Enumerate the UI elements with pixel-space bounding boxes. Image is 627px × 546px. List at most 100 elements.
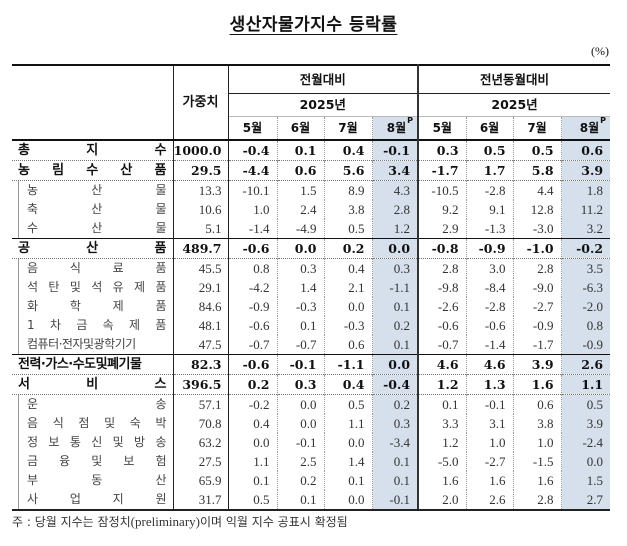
weight-cell: 5.1: [172, 219, 229, 239]
weight-cell: 48.1: [172, 316, 229, 335]
row-label-text: 전력·가스·수도및폐기물: [18, 357, 142, 372]
mom-value-cell: 0.0: [276, 238, 324, 259]
table-row: 총 지 수 1000.0 -0.4 0.1 0.4 -0.1 0.3 0.5 0.5 0.6: [12, 140, 611, 161]
mom-value-cell: -0.7: [276, 335, 324, 355]
yoy-month-header: 5월: [417, 116, 467, 140]
mom-value-cell: 0.6: [276, 160, 324, 181]
mom-value-cell: 0.3: [371, 258, 419, 278]
yoy-value-cell: 3.1: [465, 414, 514, 433]
row-label-char: 숙: [129, 416, 141, 430]
yoy-value-cell: -3.0: [512, 219, 562, 239]
month-label: 8월: [579, 121, 600, 135]
yoy-group-header: 전년동월대비: [417, 65, 611, 94]
yoy-value-cell: -0.6: [417, 316, 467, 335]
mom-value-cell: 0.0: [276, 414, 324, 433]
mom-value-cell: 0.1: [276, 490, 324, 511]
yoy-value-cell: 3.8: [512, 414, 562, 433]
row-label-char: 산: [120, 163, 133, 178]
row-label-char: 품: [155, 261, 167, 275]
yoy-value-cell: 1.5: [560, 471, 611, 490]
mom-value-cell: -0.3: [276, 297, 324, 316]
row-label-char: 물: [155, 221, 167, 235]
row-label-char: 비: [86, 377, 99, 392]
row-label-char: 농: [18, 163, 30, 178]
row-label-char: 1: [27, 318, 35, 332]
row-label-char: 수: [86, 163, 99, 178]
yoy-value-cell: -2.6: [417, 297, 467, 316]
yoy-value-cell: -10.5: [417, 180, 467, 200]
preliminary-mark: P: [407, 116, 414, 125]
row-label-char: 박: [155, 416, 167, 430]
weight-cell: 1000.0: [172, 140, 229, 161]
mom-value-cell: 1.0: [253, 202, 270, 217]
yoy-value-cell: 0.5: [560, 394, 611, 414]
yoy-value-cell: 1.6: [417, 471, 467, 490]
mom-value-cell: 0.1: [371, 452, 419, 471]
mom-value-cell: 0.4: [253, 416, 270, 431]
mom-month-header: 5월: [228, 117, 277, 141]
mom-value-cell: 0.0: [371, 238, 419, 259]
ppi-change-table: 가중치 전월대비 전년동월대비 2025년 2025년 5월 6월 7월 8월P 5월 6…: [12, 64, 611, 511]
yoy-value-cell: -0.9: [512, 316, 562, 335]
row-label-char: 식: [69, 261, 81, 275]
mom-value-cell: 0.5: [323, 219, 372, 239]
mom-value-cell: 3.4: [371, 160, 419, 181]
row-label-char: 보: [48, 435, 60, 449]
yoy-month-header: 7월: [512, 116, 562, 140]
mom-month-header: 8월P: [371, 116, 419, 140]
yoy-value-cell: 0.6: [560, 140, 611, 161]
mom-value-cell: 0.4: [323, 374, 372, 395]
mom-value-cell: 0.0: [323, 297, 372, 316]
yoy-value-cell: 1.1: [560, 374, 611, 395]
yoy-value-cell: 0.5: [512, 140, 562, 161]
mom-value-cell: 0.5: [228, 490, 277, 511]
table-row: 금 융 및 보 험 27.5 1.1 2.5 1.4 0.1 -5.0 -2.7 -1.5 0.0: [12, 452, 611, 471]
page-title-text: 생산자물가지수 등락률: [229, 15, 398, 35]
yoy-value-cell: 2.8: [512, 490, 562, 511]
yoy-value-cell: -0.1: [465, 394, 514, 414]
footnote-suffix: 이며 익월 지수 공표시 확정됨: [199, 515, 348, 529]
yoy-month-header: 8월P: [560, 116, 611, 140]
row-label-char: 품: [154, 241, 167, 256]
row-label-char: 송: [155, 397, 167, 411]
weight-cell: 10.6: [172, 200, 229, 219]
row-label-char: 지: [112, 492, 124, 506]
weight-cell: 65.9: [172, 471, 229, 490]
row-label-char: 속: [102, 318, 114, 332]
mom-value-cell: -0.4: [242, 143, 270, 158]
weight-cell: 82.3: [172, 354, 229, 375]
row-label-char: 및: [104, 416, 116, 430]
row-label-char: 사: [27, 492, 39, 506]
mom-value-cell: 0.0: [323, 490, 372, 511]
table-row: 전력·가스·수도및폐기물 82.3 -0.6 -0.1 -1.1 0.0 4.6 4.6 3.9…: [12, 354, 611, 375]
row-label-char: 및: [112, 435, 124, 449]
row-label-char: 및: [69, 280, 81, 294]
mom-value-cell: 2.5: [276, 452, 324, 471]
row-label-char: 공: [18, 241, 30, 256]
yoy-value-cell: 4.6: [465, 354, 514, 375]
yoy-value-cell: 1.6: [512, 374, 562, 395]
mom-value-cell: 1.4: [323, 452, 372, 471]
row-label-char: 제: [112, 299, 124, 313]
mom-value-cell: -1.1: [323, 354, 372, 375]
mom-value-cell: -3.4: [371, 433, 419, 452]
row-label-char: 산: [91, 183, 103, 197]
yoy-value-cell: 1.6: [465, 471, 514, 490]
yoy-value-cell: 2.0: [417, 490, 467, 511]
mom-value-cell: -0.4: [371, 374, 419, 395]
mom-value-cell: 0.2: [276, 471, 324, 490]
page-title: 생산자물가지수 등락률: [0, 10, 627, 35]
yoy-value-cell: 3.2: [560, 219, 611, 239]
row-label-char: 금: [27, 454, 39, 468]
yoy-value-cell: -2.7: [465, 452, 514, 471]
month-label: 5월: [242, 121, 263, 135]
row-label-char: 업: [69, 492, 81, 506]
row-label-char: 점: [78, 416, 90, 430]
month-label: 6월: [290, 121, 311, 135]
table-row: 수 산 물 5.1 -1.4 -4.9 0.5 1.2 2.9 -1.3 -3.0 3.2: [12, 219, 611, 239]
row-label-char: 림: [52, 163, 65, 178]
